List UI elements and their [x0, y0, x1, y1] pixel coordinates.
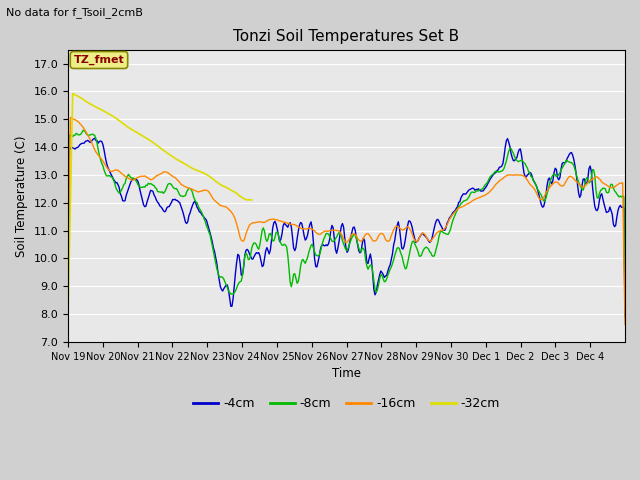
-4cm [239, 272, 246, 277]
-16cm [571, 177, 579, 183]
Line: -32cm: -32cm [68, 94, 252, 314]
-4cm [300, 232, 308, 238]
Line: -4cm: -4cm [68, 138, 625, 317]
-16cm [64, 282, 72, 288]
-4cm [377, 268, 385, 274]
-16cm [377, 230, 385, 236]
-8cm [621, 307, 629, 312]
-8cm [300, 259, 308, 264]
-4cm [64, 276, 72, 282]
X-axis label: Time: Time [332, 367, 361, 380]
-16cm [300, 226, 308, 232]
Y-axis label: Soil Temperature (C): Soil Temperature (C) [15, 135, 28, 257]
Legend: -4cm, -8cm, -16cm, -32cm: -4cm, -8cm, -16cm, -32cm [188, 392, 505, 415]
-8cm [404, 260, 412, 266]
-8cm [475, 188, 483, 194]
-32cm [237, 194, 245, 200]
Line: -8cm: -8cm [68, 130, 625, 310]
-8cm [64, 265, 72, 271]
Line: -16cm: -16cm [68, 118, 625, 324]
-16cm [475, 195, 483, 201]
Title: Tonzi Soil Temperatures Set B: Tonzi Soil Temperatures Set B [234, 29, 460, 44]
-16cm [67, 115, 74, 120]
-16cm [239, 238, 246, 244]
-4cm [404, 223, 412, 228]
-8cm [79, 127, 87, 133]
-4cm [571, 163, 579, 169]
-4cm [475, 186, 483, 192]
-4cm [621, 314, 629, 320]
-8cm [571, 167, 579, 172]
-32cm [64, 312, 72, 317]
Text: TZ_fmet: TZ_fmet [74, 55, 124, 65]
-16cm [621, 322, 629, 327]
-4cm [91, 135, 99, 141]
-8cm [239, 273, 246, 278]
Text: No data for f_Tsoil_2cmB: No data for f_Tsoil_2cmB [6, 7, 143, 18]
-8cm [377, 272, 385, 278]
-16cm [404, 224, 412, 229]
